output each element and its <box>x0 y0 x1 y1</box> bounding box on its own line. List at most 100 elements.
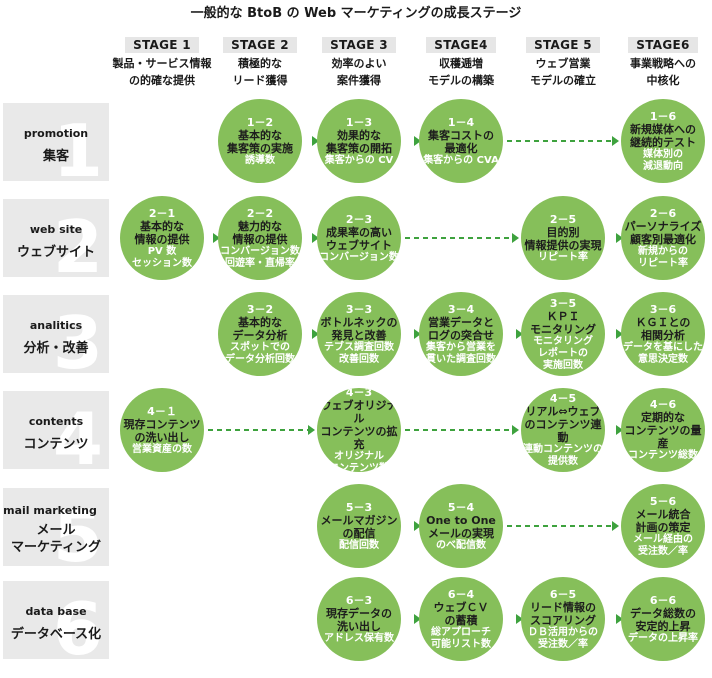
circle-metric: モニタリング レポートの 実施回数 <box>533 335 593 371</box>
stage-circle: 2－6 パーソナライズ 顧客別最適化 新規からの リピート率 <box>621 196 705 280</box>
circle-main-text: 営業データと ログの突合せ <box>428 315 494 342</box>
row-label-box: 3 analitics 分析・改善 <box>3 295 109 379</box>
arrow-head <box>312 329 319 339</box>
circle-code: 6－3 <box>345 593 373 607</box>
stage-circle: 2－1 基本的な 情報の提供 PV 数 セッション数 <box>120 196 204 280</box>
circle-code: 1－3 <box>345 115 373 129</box>
stage-header: STAGE4 収穫逓増 モデルの構築 <box>411 34 511 89</box>
stage-name: STAGE 5 <box>526 37 600 53</box>
circle-main-text: 基本的な 情報の提供 <box>134 219 190 246</box>
stage-circle: 4－１ 現存コンテンツ の洗い出し 営業資産の数 <box>120 388 204 472</box>
circle-metric: コンバージョン数 回遊率・直帰率 <box>220 245 300 269</box>
circle-metric: 媒体別の 減退動向 <box>643 148 683 172</box>
row-label-box: 4 contents コンテンツ <box>3 391 109 475</box>
arrow-head <box>512 233 519 243</box>
stage-header: STAGE 3 効率のよい 案件獲得 <box>309 34 409 89</box>
circle-main-text: 目的別 情報提供の実現 <box>524 225 602 252</box>
circle-code: 5－6 <box>649 494 677 508</box>
circle-code: 5－4 <box>447 500 475 514</box>
stage-circle: 4－6 定期的な コンテンツの量産 コンテンツ総数 <box>621 388 705 472</box>
stage-circle: 6－5 リード情報の スコアリング ＤＢ活用からの 受注数／率 <box>521 577 605 661</box>
stage-circle: 2－5 目的別 情報提供の実現 リピート率 <box>521 196 605 280</box>
circle-code: 2－3 <box>345 212 373 226</box>
circle-code: 6－5 <box>549 587 577 601</box>
stage-name: STAGE 1 <box>125 37 199 53</box>
circle-main-text: パーソナライズ 顧客別最適化 <box>624 219 702 246</box>
arrow-head <box>414 329 421 339</box>
stage-circle: 4－5 リアル⇔ウェブ のコンテンツ連動 連動コンテンツの 提供数 <box>521 388 605 472</box>
circle-main-text: データ総数の 安定的上昇 <box>630 606 696 633</box>
stage-name: STAGE 3 <box>322 37 396 53</box>
stage-description: 積極的な リード獲得 <box>232 57 288 87</box>
stage-circle: 6－3 現存データの 洗い出し アドレス保有数 <box>317 577 401 661</box>
stage-circle: 1－3 効果的な 集客策の開拓 集客からの CV <box>317 99 401 183</box>
arrow-head <box>414 521 421 531</box>
row-japanese-label: データベース化 <box>10 627 102 642</box>
row-english-label: contents <box>28 415 84 428</box>
circle-main-text: 魅力的な 情報の提供 <box>232 219 288 246</box>
row-english-label: promotion <box>23 127 89 140</box>
circle-code: 1－6 <box>649 109 677 123</box>
stage-description: 収穫逓増 モデルの構築 <box>428 57 494 87</box>
stage-circle: 3－6 ＫＧＩとの 相関分析 データを基にした 意思決定数 <box>621 292 705 376</box>
circle-metric: 誘導数 <box>245 154 275 166</box>
circle-code: 5－3 <box>345 500 373 514</box>
stage-circle: 1－2 基本的な 集客策の実施 誘導数 <box>218 99 302 183</box>
circle-metric: データの上昇率 <box>628 632 698 644</box>
diagram-title: 一般的な BtoB の Web マーケティングの成長ステージ <box>190 6 522 21</box>
circle-code: 4－3 <box>345 388 373 399</box>
row-english-label: mail marketing <box>3 504 97 517</box>
arrow-head <box>616 425 623 435</box>
circle-code: 3－2 <box>246 302 274 316</box>
circle-main-text: 集客コストの 最適化 <box>428 128 494 155</box>
stage-circle: 1－6 新規媒体への 継続的テスト 媒体別の 減退動向 <box>621 99 705 183</box>
circle-code: 2－6 <box>649 206 677 220</box>
arrow-head <box>213 233 220 243</box>
stage-name: STAGE4 <box>426 37 496 53</box>
stage-circle: 4－3 ウェブオリジナル コンテンツの拡充 オリジナル コンテンツ数 <box>317 388 401 472</box>
circle-main-text: 基本的な 集客策の実施 <box>227 128 293 155</box>
circle-code: 1－2 <box>246 115 274 129</box>
circle-metric: 集客からの CV <box>324 154 394 166</box>
stage-circle: 1－4 集客コストの 最適化 集客からの CVA <box>419 99 503 183</box>
arrow-head <box>516 614 523 624</box>
row-english-label: analitics <box>29 319 83 332</box>
circle-code: 3－5 <box>549 296 577 310</box>
arrow-head <box>616 233 623 243</box>
circle-metric: ＤＢ活用からの 受注数／率 <box>528 626 598 650</box>
arrow-head <box>312 136 319 146</box>
circle-main-text: リード情報の スコアリング <box>530 600 596 627</box>
stage-circle: 2－3 成果率の高い ウェブサイト コンバージョン数 <box>317 196 401 280</box>
stage-circle: 3－3 ボトルネックの 発見と改善 テブス調査回数 改善回数 <box>317 292 401 376</box>
row-label-box: 5 mail marketing メール マーケティング <box>3 488 109 572</box>
arrow-head <box>516 329 523 339</box>
circle-main-text: リアル⇔ウェブ のコンテンツ連動 <box>524 405 602 444</box>
circle-main-text: 現存データの 洗い出し <box>326 606 392 633</box>
circle-code: 3－6 <box>649 302 677 316</box>
circle-metric: リピート率 <box>538 251 588 263</box>
circle-metric: スポットでの データ分析回数 <box>225 341 295 365</box>
stage-description: 効率のよい 案件獲得 <box>331 57 387 87</box>
circle-metric: 集客からの CVA <box>423 154 499 166</box>
circle-code: 4－１ <box>147 404 177 418</box>
circle-code: 6－6 <box>649 593 677 607</box>
stage-circle: 3－5 ＫＰＩ モニタリング モニタリング レポートの 実施回数 <box>521 292 605 376</box>
arrow-head <box>612 521 619 531</box>
stage-description: 製品・サービス情報 の的確な提供 <box>112 57 212 87</box>
circle-code: 4－5 <box>549 392 577 405</box>
stage-name: STAGE6 <box>628 37 698 53</box>
circle-code: 1－4 <box>447 115 475 129</box>
circle-main-text: 成果率の高い ウェブサイト <box>326 225 392 252</box>
stage-name: STAGE 2 <box>223 37 297 53</box>
row-number: 3 <box>52 301 103 385</box>
circle-main-text: 基本的な データ分析 <box>232 315 288 342</box>
circle-main-text: ＫＧＩとの 相関分析 <box>635 315 691 342</box>
circle-metric: のべ配信数 <box>436 539 486 551</box>
row-number: 4 <box>52 397 103 481</box>
stage-description: ウェブ営業 モデルの確立 <box>530 57 596 87</box>
row-japanese-label: 集客 <box>42 149 69 164</box>
circle-metric: オリジナル コンテンツ数 <box>329 450 389 473</box>
arrow-head <box>512 425 519 435</box>
stage-circle: 3－2 基本的な データ分析 スポットでの データ分析回数 <box>218 292 302 376</box>
circle-metric: 集客から営業を 貫いた調査回数 <box>426 341 496 365</box>
